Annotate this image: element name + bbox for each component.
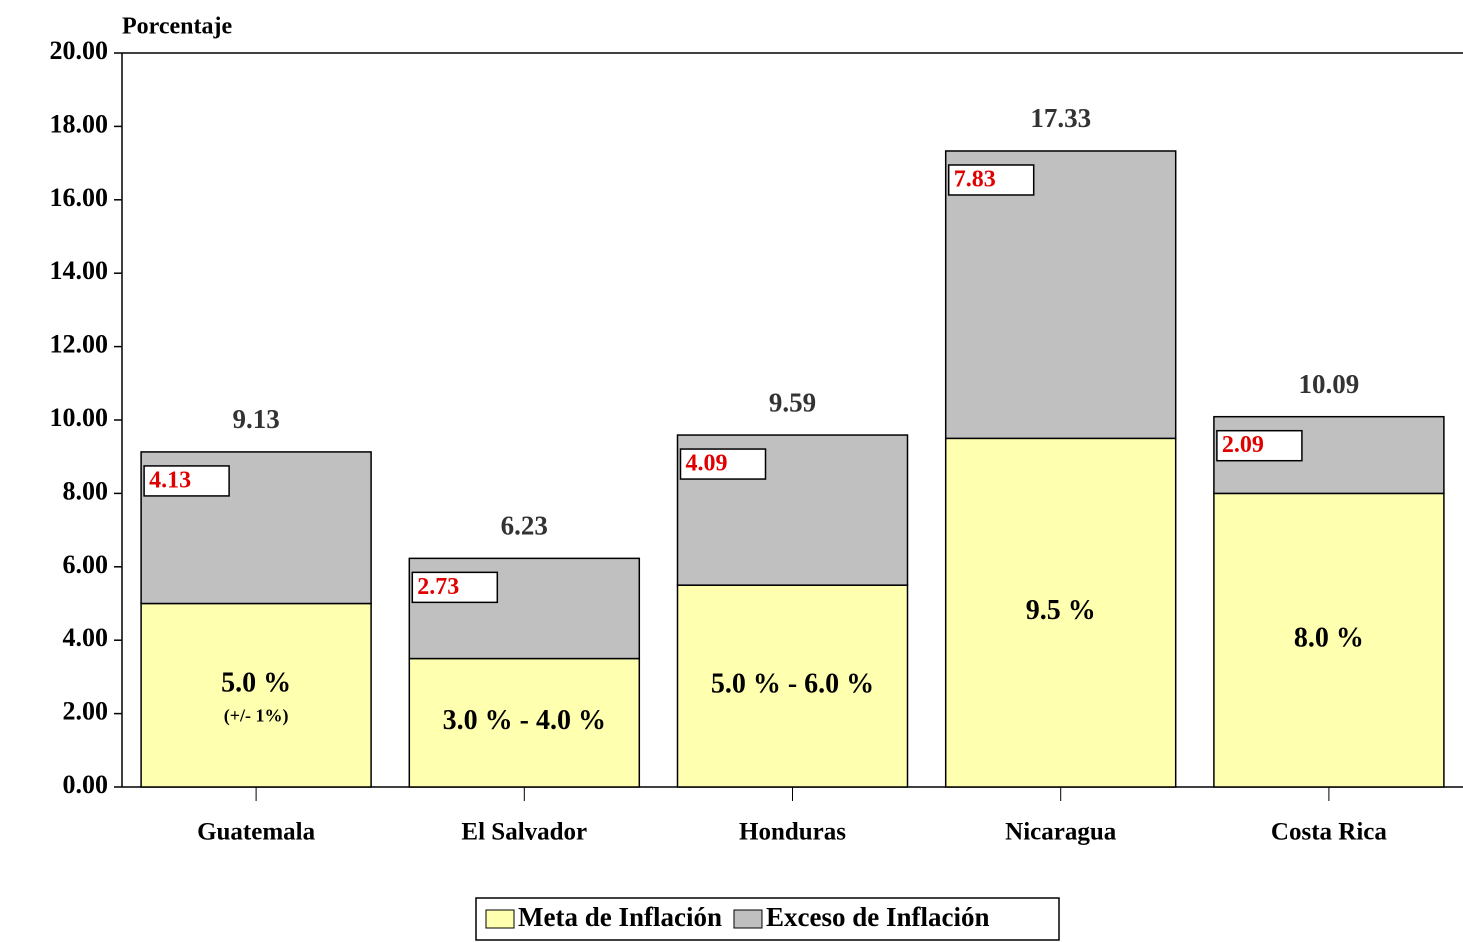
y-tick-label: 20.00 <box>50 36 109 65</box>
target-label: 9.5 % <box>1026 595 1096 626</box>
bar-segment <box>944 437 1177 788</box>
y-tick-label: 6.00 <box>63 550 109 579</box>
total-label: 9.59 <box>769 387 816 417</box>
target-label: 5.0 % - 6.0 % <box>711 668 874 699</box>
y-tick-label: 4.00 <box>63 623 109 652</box>
x-tick-label: El Salvador <box>461 819 587 846</box>
target-label: 5.0 % <box>221 668 291 699</box>
bar-segment <box>944 150 1177 440</box>
legend-label: Meta de Inflación <box>518 902 722 932</box>
y-tick-label: 16.00 <box>50 183 109 212</box>
x-tick-label: Costa Rica <box>1271 819 1387 846</box>
x-tick-label: Guatemala <box>197 819 316 846</box>
value-label: 4.13 <box>149 467 191 493</box>
y-tick-label: 12.00 <box>50 330 109 359</box>
y-tick-label: 2.00 <box>63 697 109 726</box>
bar-segment <box>140 602 372 788</box>
value-label: 2.09 <box>1222 432 1264 458</box>
y-tick-label: 0.00 <box>63 770 109 799</box>
total-label: 17.33 <box>1030 103 1091 133</box>
y-tick-label: 8.00 <box>63 476 109 505</box>
y-axis-label: Porcentaje <box>122 14 233 40</box>
legend-swatch <box>485 909 515 929</box>
target-label: 3.0 % - 4.0 % <box>443 705 606 736</box>
bar-segment <box>1213 492 1445 788</box>
target-note: (+/- 1%) <box>224 705 289 726</box>
x-tick-label: Honduras <box>739 819 846 846</box>
value-box <box>947 164 1035 196</box>
legend-swatch <box>733 909 763 929</box>
value-label: 7.83 <box>954 166 996 192</box>
value-box <box>143 465 230 497</box>
y-tick-label: 10.00 <box>50 403 109 432</box>
value-label: 4.09 <box>686 451 728 477</box>
total-label: 6.23 <box>501 511 548 541</box>
bar-segment <box>408 657 641 788</box>
y-tick-label: 18.00 <box>50 109 109 138</box>
y-tick-label: 14.00 <box>50 256 109 285</box>
total-label: 10.09 <box>1299 369 1360 399</box>
value-box <box>411 571 499 604</box>
value-box <box>1216 429 1303 462</box>
value-box <box>679 448 767 480</box>
target-label: 8.0 % <box>1294 623 1364 654</box>
legend-box <box>475 897 1060 941</box>
x-tick-label: Nicaragua <box>1005 819 1117 846</box>
legend-label: Exceso de Inflación <box>766 902 990 932</box>
value-label: 2.73 <box>417 574 459 600</box>
total-label: 9.13 <box>232 404 279 434</box>
